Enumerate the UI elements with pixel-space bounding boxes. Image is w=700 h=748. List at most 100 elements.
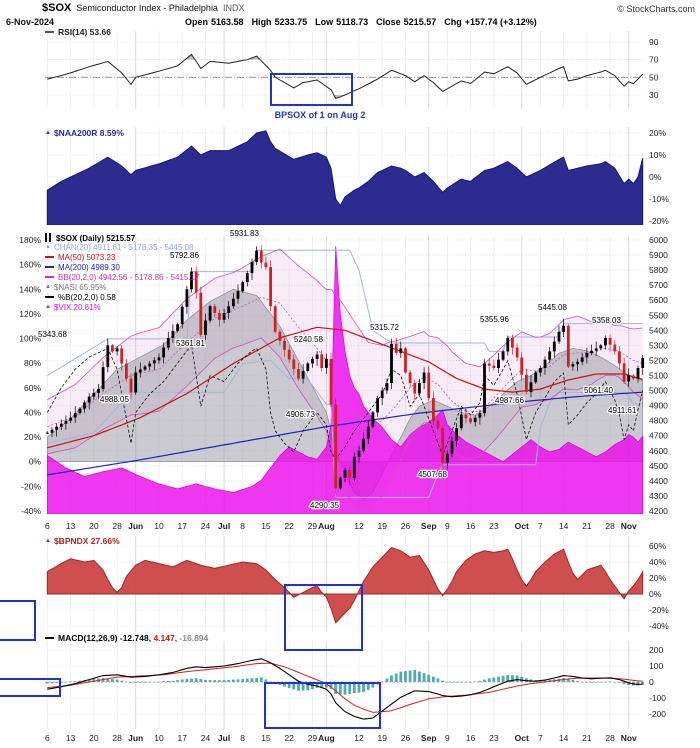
axis-tick: 20% xyxy=(24,432,41,442)
macd-title-text: -16.894 xyxy=(179,633,209,643)
quote-value: 5163.58 xyxy=(211,17,244,27)
axis-tick: 4800 xyxy=(649,416,668,426)
axis-tick: 8 xyxy=(240,733,245,743)
legend-item: %B(20,2,0) 0.58 xyxy=(45,293,116,302)
price-label: 4911.61 xyxy=(608,406,637,415)
axis-tick: 15 xyxy=(261,521,271,531)
axis-tick: 28 xyxy=(605,521,615,531)
axis-tick: 5500 xyxy=(649,310,668,320)
axis-tick: 26 xyxy=(401,521,411,531)
legend-item-text: CHAN(20) 4911.61 - 5178.35 - 5445.08 xyxy=(53,243,194,252)
triangle-icon: ▲ xyxy=(45,538,51,544)
legend-item: ▲ CHAN(20) 4911.61 - 5178.35 - 5445.08 xyxy=(45,243,193,252)
legend-item-text: MA(200) 4989.30 xyxy=(58,263,120,272)
legend-item-text: %B(20,2,0) 0.58 xyxy=(58,293,116,302)
axis-tick: 15 xyxy=(261,733,271,743)
page-title: Semiconductor Index - Philadelphia xyxy=(76,3,218,13)
copyright: © StockCharts.com xyxy=(617,4,695,14)
axis-tick: 21 xyxy=(582,733,592,743)
legend-item-text: BB(20,2,0) 4942.56 - 5178.86 - 5415.17 xyxy=(58,273,200,282)
axis-tick: Sep xyxy=(421,733,437,743)
axis-tick: 30 xyxy=(649,90,659,100)
quote-value: 5215.57 xyxy=(403,17,437,27)
bpndx-title-text: $BPNDX 27.66% xyxy=(53,536,120,546)
price-label: 5358.03 xyxy=(592,316,621,325)
axis-tick: 40% xyxy=(24,407,41,417)
axis-tick: 200 xyxy=(649,645,663,655)
legend-item: ▲ $VIX 20.61% xyxy=(45,303,101,312)
legend-item: MA(50) 5073.23 xyxy=(45,253,115,262)
axis-tick: -40% xyxy=(649,621,669,631)
axis-tick: 23 xyxy=(489,521,499,531)
axis-tick: 10 xyxy=(154,733,164,743)
axis-tick: 12 xyxy=(354,733,364,743)
axis-tick: 20 xyxy=(89,733,99,743)
axis-tick: 17 xyxy=(177,521,187,531)
annotation-box xyxy=(0,600,36,641)
legend-item: $SOX (Daily) 5215.57 xyxy=(45,233,135,243)
axis-tick: 10 xyxy=(154,521,164,531)
axis-tick: Jul xyxy=(218,521,230,531)
axis-tick: -40% xyxy=(21,506,41,516)
ohlc-quote: Open 5163.58 High 5233.75 Low 5118.73 Close 521… xyxy=(185,17,545,27)
price-label: 5792.86 xyxy=(170,251,199,260)
axis-tick: Oct xyxy=(515,521,529,531)
axis-tick: -200 xyxy=(649,709,666,719)
axis-tick: 40% xyxy=(649,557,666,567)
exchange-label: INDX xyxy=(222,3,245,13)
price-label: 5240.58 xyxy=(294,335,323,344)
axis-tick: 24 xyxy=(201,521,211,531)
macd-plot xyxy=(45,658,645,720)
axis-tick: Sep xyxy=(421,521,437,531)
price-label: 5343.68 xyxy=(38,330,67,339)
axis-tick: Aug xyxy=(318,521,335,531)
axis-tick: 13 xyxy=(66,521,76,531)
axis-tick: 0 xyxy=(649,677,654,687)
axis-tick: 4400 xyxy=(649,476,668,486)
axis-tick: 14 xyxy=(559,521,569,531)
rsi-title-text: RSI(14) 53.66 xyxy=(58,27,111,37)
axis-tick: 0% xyxy=(29,457,42,467)
axis-tick: 5800 xyxy=(649,265,668,275)
naa200r-title: ▲ $NAA200R 8.59% xyxy=(45,128,124,138)
axis-tick: 5300 xyxy=(649,340,668,350)
triangle-icon: ▲ xyxy=(45,304,51,310)
axis-tick: 6 xyxy=(45,521,50,531)
macd-title: MACD(12,26,9) -12.748, 4.147, -16.894 xyxy=(45,633,208,643)
quote-label: Low xyxy=(315,17,334,27)
symbol: $SOX xyxy=(42,2,72,14)
axis-tick: Jul xyxy=(218,733,230,743)
axis-tick: Jun xyxy=(128,521,143,531)
axis-tick: 29 xyxy=(308,733,318,743)
axis-tick: -10% xyxy=(649,194,669,204)
axis-tick: 4900 xyxy=(649,401,668,411)
price-label: 5315.72 xyxy=(370,323,399,332)
quote-value: 5233.75 xyxy=(274,17,308,27)
rsi-plot xyxy=(45,53,645,100)
axis-tick: 16 xyxy=(466,733,476,743)
line-swatch-icon xyxy=(45,255,54,258)
axis-tick: 80% xyxy=(24,358,41,368)
candlestick-icon xyxy=(45,233,52,242)
quote-label: Open xyxy=(185,17,209,27)
axis-tick: 6 xyxy=(45,733,50,743)
axis-tick: 21 xyxy=(582,521,592,531)
axis-tick: 5600 xyxy=(649,295,668,305)
axis-tick: 4600 xyxy=(649,446,668,456)
axis-tick: 9 xyxy=(445,521,450,531)
axis-tick: 7 xyxy=(538,733,543,743)
axis-tick: Nov xyxy=(621,733,637,743)
annotation-box xyxy=(284,584,363,651)
axis-tick: 4700 xyxy=(649,431,668,441)
axis-tick: 60% xyxy=(649,541,666,551)
annotation-box xyxy=(264,682,381,729)
axis-tick: -100 xyxy=(649,693,666,703)
axis-tick: 0% xyxy=(649,589,662,599)
axis-tick: 5700 xyxy=(649,280,668,290)
axis-tick: 28 xyxy=(112,521,122,531)
axis-tick: 24 xyxy=(201,733,211,743)
quote-value: 5118.73 xyxy=(336,17,369,27)
bpndx-title: ▲ $BPNDX 27.66% xyxy=(45,536,120,546)
